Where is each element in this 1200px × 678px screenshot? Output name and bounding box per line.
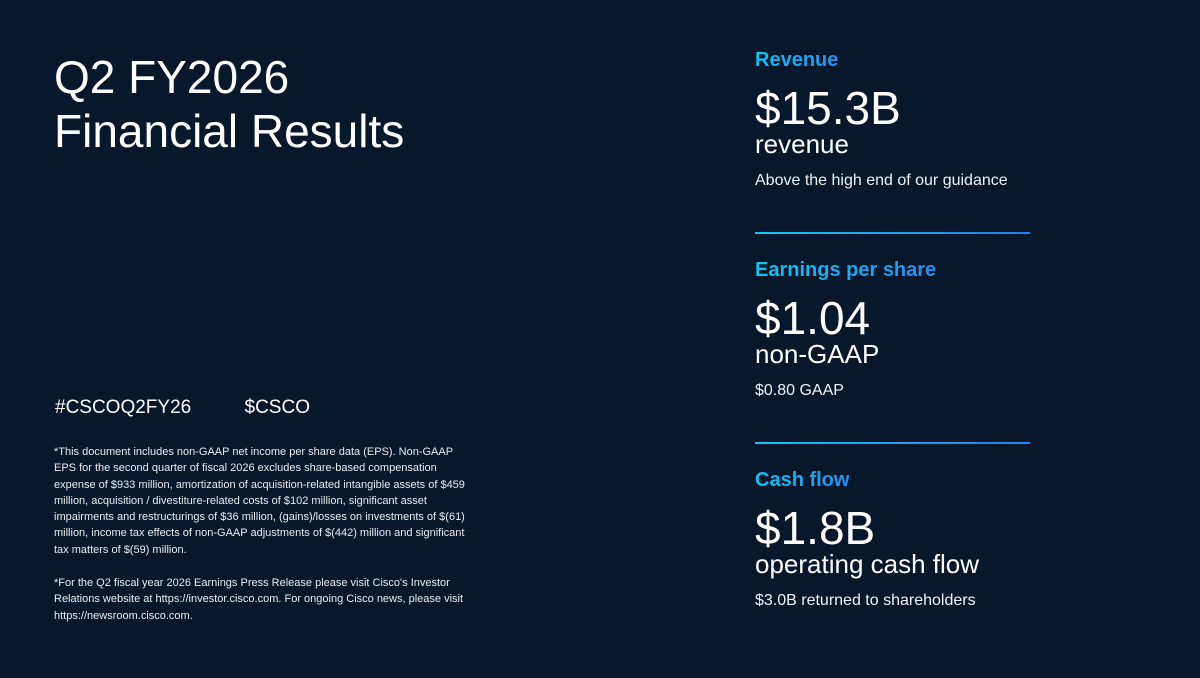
hashtag: #CSCOQ2FY26 xyxy=(55,397,192,418)
title-line-1: Q2 FY2026 xyxy=(54,51,290,103)
hashtags: #CSCOQ2FY26 $CSCO xyxy=(55,397,358,419)
metric-sub: operating cash flow xyxy=(755,549,980,579)
ticker: $CSCO xyxy=(244,397,310,418)
metric-sub: revenue xyxy=(755,129,849,159)
metrics-column: Revenue $15.3B revenue Above the high en… xyxy=(755,48,1030,678)
title-line-2: Financial Results xyxy=(54,105,405,157)
metric-value: $15.3B xyxy=(755,82,901,134)
metric-cash-flow: Cash flow $1.8B operating cash flow $3.0… xyxy=(755,468,1030,678)
metric-heading: Revenue xyxy=(755,49,839,71)
footnotes: *This document includes non-GAAP net inc… xyxy=(54,444,474,641)
footnote-press-release: *For the Q2 fiscal year 2026 Earnings Pr… xyxy=(54,577,464,622)
page-title: Q2 FY2026 Financial Results xyxy=(54,50,404,158)
metric-value: $1.8B xyxy=(755,502,876,554)
metric-revenue: Revenue $15.3B revenue Above the high en… xyxy=(755,48,1030,258)
metric-heading: Earnings per share xyxy=(755,259,937,281)
metric-note: $3.0B returned to shareholders xyxy=(755,592,976,609)
metric-note: $0.80 GAAP xyxy=(755,382,844,399)
metric-note: Above the high end of our guidance xyxy=(755,172,1008,189)
divider xyxy=(755,442,1030,444)
metric-eps: Earnings per share $1.04 non-GAAP $0.80 … xyxy=(755,258,1030,468)
metric-value: $1.04 xyxy=(755,292,871,344)
footnote-eps: *This document includes non-GAAP net inc… xyxy=(54,446,465,556)
metric-heading: Cash flow xyxy=(755,469,850,491)
metric-sub: non-GAAP xyxy=(755,339,880,369)
divider xyxy=(755,232,1030,234)
